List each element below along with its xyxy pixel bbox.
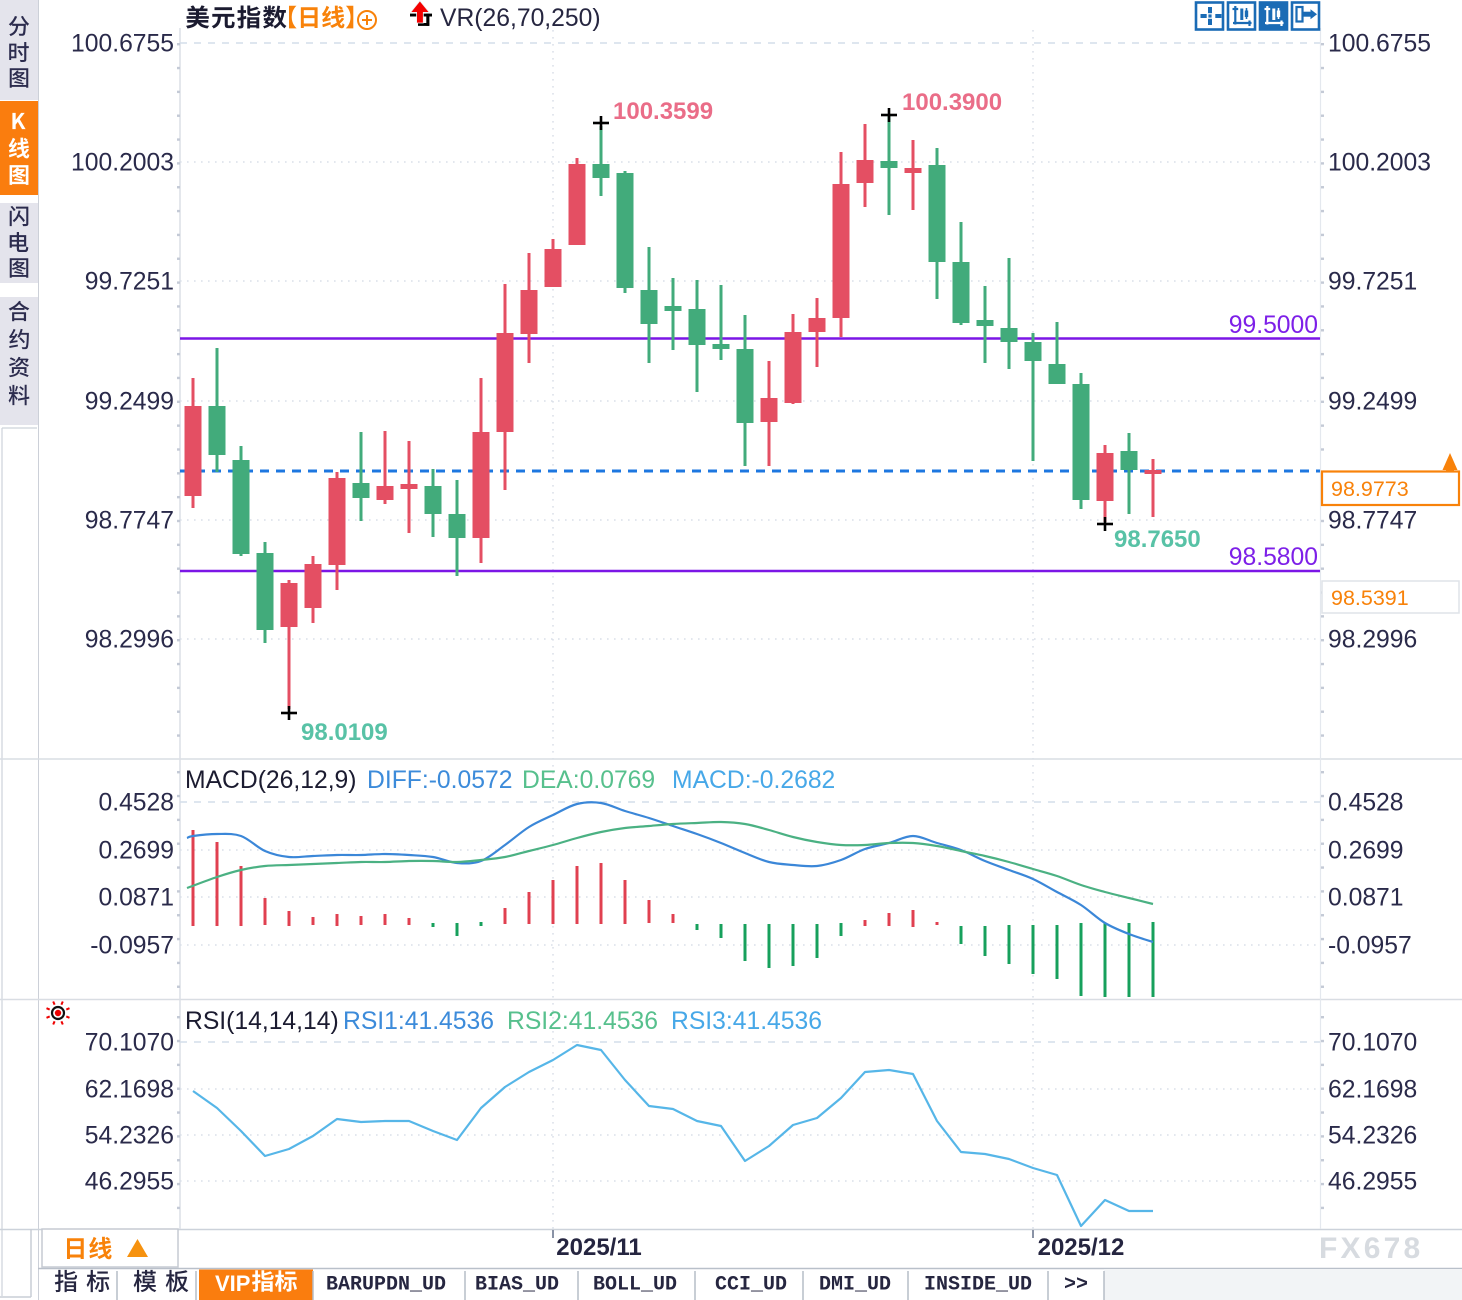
svg-text:BIAS_UD: BIAS_UD [475, 1274, 559, 1297]
svg-text:98.7747: 98.7747 [1328, 508, 1417, 535]
svg-text:0.2699: 0.2699 [1328, 838, 1404, 865]
svg-text:RSI3:41.4536: RSI3:41.4536 [671, 1008, 822, 1035]
svg-text:MACD(26,12,9): MACD(26,12,9) [185, 767, 357, 794]
svg-text:2025/11: 2025/11 [556, 1234, 641, 1261]
svg-text:99.7251: 99.7251 [1328, 269, 1417, 296]
svg-text:CCI_UD: CCI_UD [715, 1274, 787, 1297]
svg-text:100.2003: 100.2003 [71, 150, 174, 177]
svg-text:DIFF:-0.0572: DIFF:-0.0572 [367, 767, 512, 794]
svg-text:99.2499: 99.2499 [85, 389, 174, 416]
svg-text:DEA:0.0769: DEA:0.0769 [522, 767, 655, 794]
svg-text:RSI1:41.4536: RSI1:41.4536 [343, 1008, 494, 1035]
svg-text:-0.0957: -0.0957 [1328, 933, 1412, 960]
svg-text:99.2499: 99.2499 [1328, 389, 1417, 416]
svg-text:70.1070: 70.1070 [1328, 1030, 1417, 1057]
svg-text:0.0871: 0.0871 [1328, 885, 1404, 912]
svg-text:INSIDE_UD: INSIDE_UD [924, 1274, 1032, 1297]
svg-text:100.3599: 100.3599 [613, 98, 713, 125]
svg-text:54.2326: 54.2326 [1328, 1123, 1417, 1150]
svg-text:100.2003: 100.2003 [1328, 150, 1431, 177]
svg-text:98.7747: 98.7747 [85, 508, 174, 535]
svg-text:0.4528: 0.4528 [98, 790, 174, 817]
svg-text:99.5000: 99.5000 [1229, 312, 1318, 339]
svg-text:98.5391: 98.5391 [1331, 586, 1409, 610]
svg-text:0.0871: 0.0871 [98, 885, 174, 912]
svg-text:0.4528: 0.4528 [1328, 790, 1404, 817]
svg-text:62.1698: 62.1698 [85, 1077, 174, 1104]
svg-text:RSI2:41.4536: RSI2:41.4536 [507, 1008, 658, 1035]
svg-text:0.2699: 0.2699 [98, 838, 174, 865]
svg-text:100.6755: 100.6755 [71, 31, 174, 58]
svg-text:RSI(14,14,14): RSI(14,14,14) [185, 1008, 339, 1035]
svg-text:2025/12: 2025/12 [1038, 1234, 1125, 1261]
svg-text:98.0109: 98.0109 [301, 719, 388, 746]
svg-text:70.1070: 70.1070 [85, 1030, 174, 1057]
svg-text:VIP: VIP [215, 1271, 250, 1296]
svg-text:DMI_UD: DMI_UD [819, 1274, 891, 1297]
svg-text:>>: >> [1064, 1274, 1088, 1297]
svg-text:99.7251: 99.7251 [85, 269, 174, 296]
svg-text:FX678: FX678 [1319, 1232, 1423, 1265]
svg-text:100.3900: 100.3900 [902, 89, 1002, 116]
svg-text:46.2955: 46.2955 [85, 1169, 174, 1196]
svg-text:-0.0957: -0.0957 [90, 933, 174, 960]
svg-text:98.2996: 98.2996 [85, 627, 174, 654]
svg-text:BOLL_UD: BOLL_UD [593, 1274, 677, 1297]
svg-text:54.2326: 54.2326 [85, 1123, 174, 1150]
svg-text:98.2996: 98.2996 [1328, 627, 1417, 654]
svg-text:VR(26,70,250): VR(26,70,250) [440, 5, 601, 32]
svg-text:62.1698: 62.1698 [1328, 1077, 1417, 1104]
svg-text:98.9773: 98.9773 [1331, 477, 1409, 501]
svg-text:46.2955: 46.2955 [1328, 1169, 1417, 1196]
svg-text:100.6755: 100.6755 [1328, 31, 1431, 58]
svg-text:98.5800: 98.5800 [1229, 544, 1318, 571]
svg-text:BARUPDN_UD: BARUPDN_UD [326, 1274, 446, 1297]
svg-text:MACD:-0.2682: MACD:-0.2682 [672, 767, 835, 794]
svg-text:98.7650: 98.7650 [1114, 526, 1201, 553]
